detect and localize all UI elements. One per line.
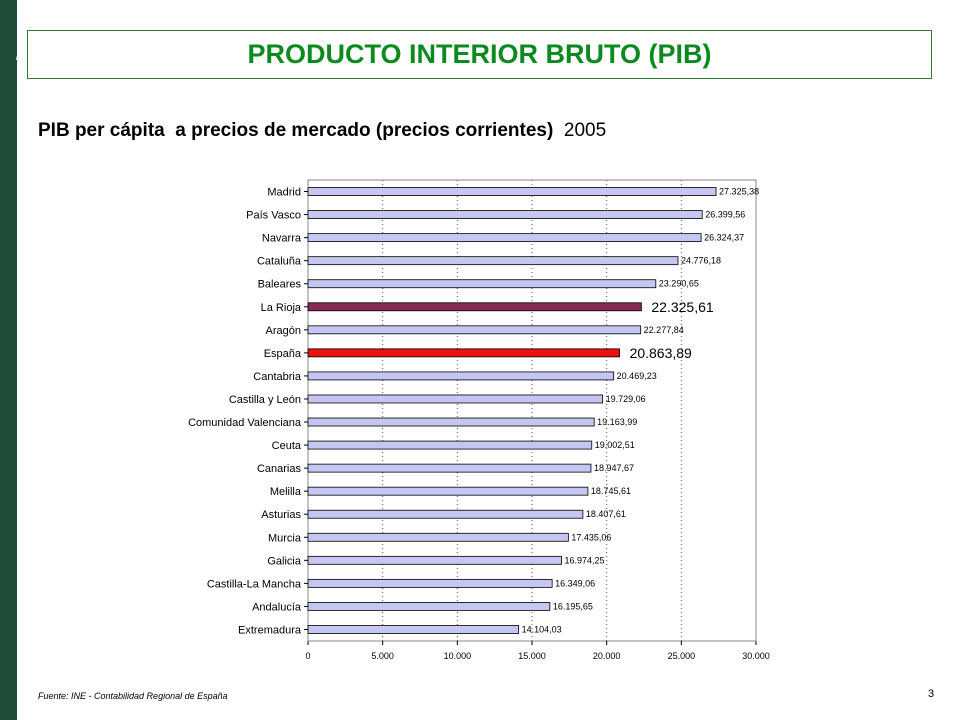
category-label: Asturias	[261, 509, 301, 521]
slide-title: PRODUCTO INTERIOR BRUTO (PIB)	[247, 39, 712, 69]
bar-la-rioja	[307, 302, 642, 312]
category-label: Castilla y León	[229, 394, 301, 406]
data-label: 19.163,99	[597, 417, 637, 427]
category-label: Galicia	[267, 555, 302, 567]
category-label: Comunidad Valenciana	[188, 417, 302, 429]
data-label: 19.002,51	[595, 440, 635, 450]
bar-melilla	[307, 486, 589, 496]
x-tick-label: 15.000	[518, 651, 546, 661]
category-label: Cantabria	[253, 371, 302, 383]
decorative-curve	[16, 9, 56, 61]
data-label: 22.277,84	[644, 325, 684, 335]
bar-extremadura	[307, 625, 520, 634]
plot-area	[307, 179, 757, 642]
bar-cataluña	[307, 256, 679, 266]
data-label: 22.325,61	[651, 299, 713, 315]
bar-navarra	[307, 233, 702, 243]
data-label: 18.947,67	[594, 463, 634, 473]
category-label: Murcia	[268, 532, 302, 544]
category-label: Ceuta	[272, 440, 302, 452]
title-box: PRODUCTO INTERIOR BRUTO (PIB)	[27, 30, 932, 79]
data-label: 18.407,61	[586, 509, 626, 519]
x-tick-label: 10.000	[444, 651, 472, 661]
data-label: 20.863,89	[630, 345, 692, 361]
left-sidebar-band	[0, 0, 17, 720]
bar-asturias	[307, 509, 584, 519]
x-tick-label: 30.000	[742, 651, 770, 661]
category-label: Extremadura	[238, 624, 302, 636]
bar-comunidad-valenciana	[307, 417, 595, 427]
bar-españa	[307, 348, 620, 358]
page-number: 3	[928, 688, 935, 700]
bar-castilla-y-león	[307, 394, 604, 404]
category-label: Aragón	[266, 325, 301, 337]
category-label: Navarra	[262, 233, 302, 245]
data-label: 27.325,38	[719, 187, 759, 197]
category-label: La Rioja	[261, 302, 302, 314]
category-label: España	[264, 348, 302, 360]
bar-murcia	[307, 532, 569, 542]
data-label: 18.745,61	[591, 486, 631, 496]
category-label: Baleares	[258, 279, 302, 291]
category-label: Andalucía	[252, 601, 302, 613]
x-tick-label: 0	[305, 651, 310, 661]
data-label: 16.974,25	[564, 555, 604, 565]
category-label: Castilla-La Mancha	[207, 578, 302, 590]
category-label: Cataluña	[257, 256, 302, 268]
bar-país-vasco	[307, 210, 703, 219]
category-label: País Vasco	[246, 210, 301, 222]
subtitle-year: 2005	[563, 120, 607, 141]
data-label: 16.349,06	[555, 578, 595, 588]
data-label: 14.104,03	[522, 624, 562, 634]
subtitle-main: PIB per cápita a precios de mercado (pre…	[38, 120, 554, 141]
data-label: 23.290,65	[659, 279, 699, 289]
data-label: 26.324,37	[704, 233, 744, 243]
bar-baleares	[307, 279, 657, 289]
category-label: Madrid	[267, 187, 301, 199]
bar-madrid	[307, 187, 717, 196]
data-label: 26.399,56	[705, 210, 745, 220]
bar-galicia	[307, 555, 562, 565]
chart-subtitle: PIB per cápita a precios de mercado (pre…	[38, 120, 606, 142]
x-tick-label: 20.000	[593, 651, 621, 661]
bar-aragón	[307, 325, 642, 335]
category-label: Canarias	[257, 463, 302, 475]
x-tick-label: 5.000	[371, 651, 394, 661]
bar-castilla-la-mancha	[307, 578, 553, 588]
x-tick-label: 25.000	[668, 651, 696, 661]
category-label: Melilla	[270, 486, 302, 498]
bar-canarias	[307, 463, 592, 473]
data-label: 19.729,06	[606, 394, 646, 404]
bar-andalucía	[307, 602, 551, 611]
bar-ceuta	[307, 440, 593, 450]
data-label: 17.435,06	[571, 532, 611, 542]
data-label: 20.469,23	[617, 371, 657, 381]
data-label: 16.195,65	[553, 601, 593, 611]
data-label: 24.776,18	[681, 256, 721, 266]
source-note: Fuente: INE - Contabilidad Regional de E…	[38, 691, 228, 701]
bar-cantabria	[307, 371, 615, 381]
